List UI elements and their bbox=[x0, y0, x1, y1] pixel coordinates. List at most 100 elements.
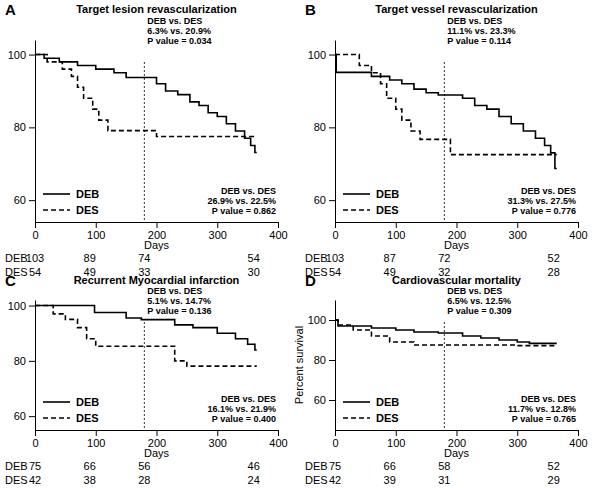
annotation-text: P value = 0.862 bbox=[212, 206, 276, 216]
legend-label: DES bbox=[376, 412, 399, 424]
annotation: DEB vs. DES5.1% vs. 14.7%P value = 0.136 bbox=[147, 286, 211, 316]
annotation-text: DEB vs. DES bbox=[221, 186, 276, 196]
risk-count: 52 bbox=[548, 252, 560, 264]
risk-count: 103 bbox=[326, 252, 344, 264]
tick: 60 bbox=[14, 410, 35, 422]
risk-row-label: DES bbox=[5, 474, 28, 486]
risk-count: 75 bbox=[329, 460, 341, 472]
tick-label: 80 bbox=[14, 355, 26, 367]
tick-mark bbox=[278, 430, 279, 436]
tick: 300 bbox=[509, 430, 527, 449]
risk-count: 29 bbox=[548, 474, 560, 486]
tick-label: 100 bbox=[87, 229, 105, 241]
annotation-text: P value = 0.309 bbox=[447, 306, 511, 316]
chart-title: Cardiovascular mortality bbox=[392, 274, 522, 286]
tick-mark bbox=[35, 430, 36, 436]
legend-item: DEB bbox=[343, 396, 399, 408]
tick-label: 100 bbox=[387, 229, 405, 241]
tick: 60 bbox=[314, 194, 335, 206]
annotation: DEB vs. DES11.1% vs. 23.3%P value = 0.11… bbox=[447, 16, 515, 46]
tick-mark bbox=[29, 127, 35, 128]
survival-curve bbox=[335, 55, 557, 169]
risk-row-label: DEB bbox=[305, 460, 328, 472]
y-axis-title: Percent survival bbox=[293, 326, 305, 404]
landmark-line bbox=[144, 322, 145, 430]
x-axis: 0100200300400 bbox=[32, 222, 287, 241]
tick: 300 bbox=[509, 222, 527, 241]
risk-table: DEB75665852DES42393129 bbox=[305, 460, 560, 486]
annotation: DEB vs. DES6.3% vs. 20.9%P value = 0.034 bbox=[147, 16, 211, 46]
annotation-text: DEB vs. DES bbox=[521, 186, 576, 196]
tick: 80 bbox=[314, 121, 335, 133]
risk-count: 39 bbox=[384, 474, 396, 486]
legend-label: DES bbox=[76, 412, 99, 424]
tick-label: 300 bbox=[209, 437, 227, 449]
risk-row-label: DEB bbox=[5, 460, 28, 472]
annotation-text: DEB vs. DES bbox=[447, 286, 502, 296]
tick-mark bbox=[578, 222, 579, 228]
tick: 0 bbox=[32, 222, 38, 241]
tick-label: 60 bbox=[314, 394, 326, 406]
chart-title: Target vessel revascularization bbox=[375, 3, 538, 15]
panel: 01002003004006080100DCardiovascular mort… bbox=[293, 272, 588, 486]
tick-mark bbox=[396, 430, 397, 436]
tick-mark bbox=[29, 55, 35, 56]
annotation-text: 6.3% vs. 20.9% bbox=[147, 26, 211, 36]
legend-label: DEB bbox=[76, 396, 99, 408]
tick-mark bbox=[329, 55, 335, 56]
legend-label: DES bbox=[376, 204, 399, 216]
tick: 400 bbox=[269, 222, 287, 241]
legend-swatch bbox=[343, 209, 370, 211]
tick: 100 bbox=[387, 430, 405, 449]
risk-count: 38 bbox=[84, 474, 96, 486]
chart-title: Target lesion revascularization bbox=[76, 3, 237, 15]
tick-mark bbox=[396, 222, 397, 228]
panel-label: D bbox=[305, 272, 316, 289]
annotation: DEB vs. DES26.9% vs. 22.5%P value = 0.86… bbox=[207, 186, 276, 216]
legend-item: DEB bbox=[43, 396, 99, 408]
tick-mark bbox=[517, 430, 518, 436]
tick: 60 bbox=[14, 194, 35, 206]
tick-label: 300 bbox=[509, 437, 527, 449]
tick-mark bbox=[278, 222, 279, 228]
legend-item: DES bbox=[43, 204, 99, 216]
tick-label: 0 bbox=[332, 229, 338, 241]
tick-label: 0 bbox=[32, 229, 38, 241]
tick-mark bbox=[329, 400, 335, 401]
legend-swatch bbox=[43, 193, 70, 195]
panel: 01002003004006080100ATarget lesion revas… bbox=[5, 1, 288, 278]
risk-count: 42 bbox=[29, 474, 41, 486]
landmark-line bbox=[444, 62, 445, 222]
annotation-text: P value = 0.114 bbox=[447, 36, 511, 46]
risk-count: 52 bbox=[548, 460, 560, 472]
tick: 80 bbox=[314, 354, 335, 366]
x-axis-title: Days bbox=[144, 239, 170, 251]
y-axis: 60 80 100 bbox=[8, 300, 36, 431]
tick-label: 100 bbox=[8, 300, 26, 312]
risk-count: 28 bbox=[138, 474, 150, 486]
survival-curve bbox=[35, 55, 257, 137]
tick-mark bbox=[335, 222, 336, 228]
legend: DEBDES bbox=[43, 188, 99, 216]
risk-count: 54 bbox=[329, 266, 341, 278]
survival-curve bbox=[35, 55, 257, 153]
tick-label: 100 bbox=[87, 437, 105, 449]
chart-svg: 01002003004006080100ATarget lesion revas… bbox=[0, 0, 600, 488]
risk-table: DEB75665646DES42382824 bbox=[5, 460, 260, 486]
risk-row-label: DEB bbox=[305, 252, 328, 264]
risk-count: 56 bbox=[138, 460, 150, 472]
annotation-text: DEB vs. DES bbox=[147, 16, 202, 26]
axis-line bbox=[35, 301, 36, 431]
legend-swatch bbox=[43, 417, 70, 419]
tick-mark bbox=[96, 430, 97, 436]
tick-mark bbox=[35, 222, 36, 228]
tick-label: 400 bbox=[269, 229, 287, 241]
survival-curve bbox=[335, 320, 557, 346]
legend-swatch bbox=[343, 417, 370, 419]
tick: 300 bbox=[209, 430, 227, 449]
tick: 0 bbox=[332, 222, 338, 241]
risk-count: 58 bbox=[438, 460, 450, 472]
tick-label: 60 bbox=[314, 194, 326, 206]
risk-count: 75 bbox=[29, 460, 41, 472]
panel-label: A bbox=[5, 1, 16, 18]
